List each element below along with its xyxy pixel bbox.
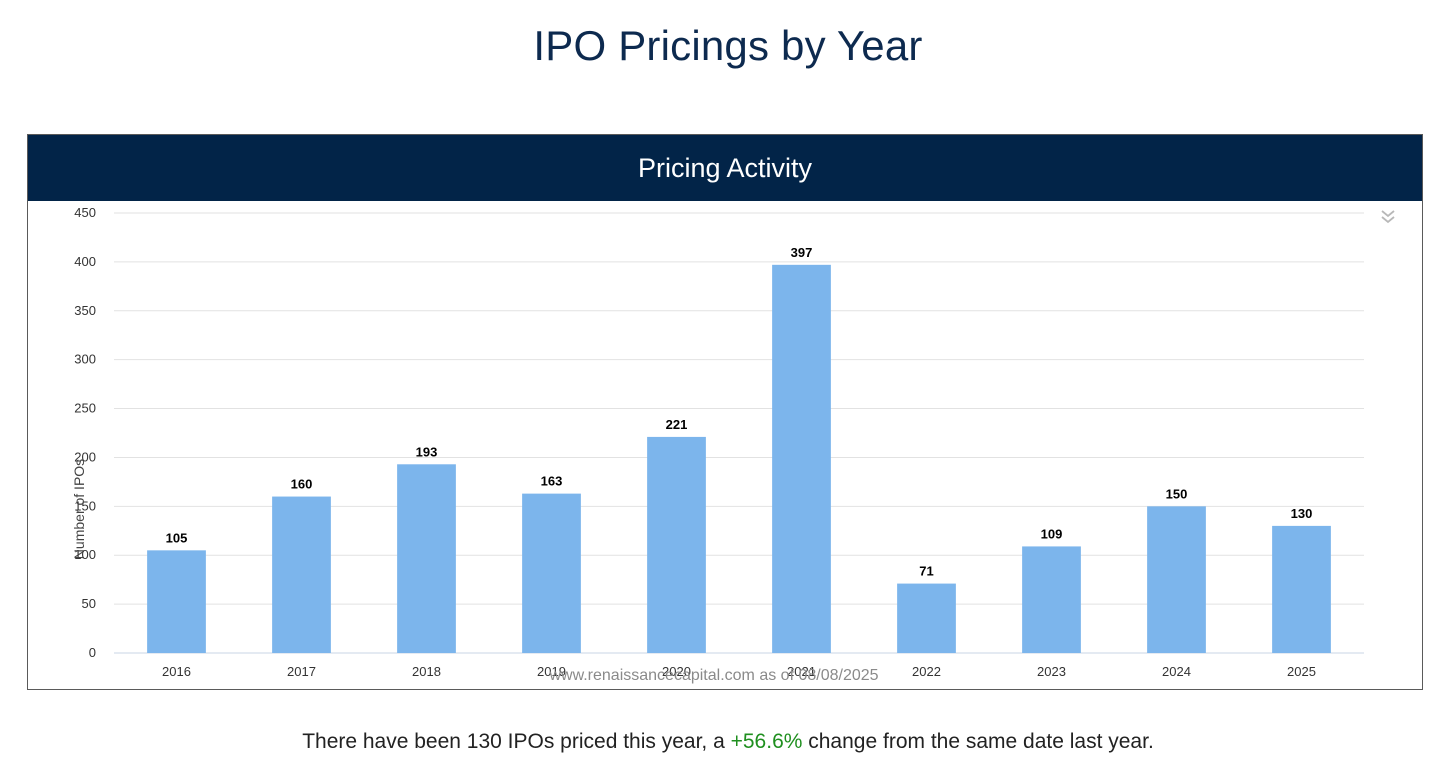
y-tick-label: 100 [74,547,96,562]
data-label-2017: 160 [291,477,313,492]
bar-chart: 0 50 100 150 200 250 300 350 400 450 105 160 193 163… [71,205,1364,684]
y-tick-label: 400 [74,254,96,269]
bar-2025[interactable] [1272,525,1331,653]
data-label-2023: 109 [1041,526,1063,541]
bar-2021[interactable] [772,264,831,653]
bar-2018[interactable] [397,464,456,653]
x-tick-label: 2023 [1037,664,1066,679]
y-axis-ticks: 0 50 100 150 200 250 300 350 400 450 [74,205,96,660]
chart-panel: Pricing Activity 0 50 100 150 200 250 300 350 40… [27,134,1423,690]
bar-2024[interactable] [1147,506,1206,653]
bar-2020[interactable] [647,436,706,653]
x-tick-label: 2019 [537,664,566,679]
x-axis-ticks: 2016 2017 2018 2019 2020 2021 2022 2023 2024 2025 [162,664,1316,679]
summary-change: +56.6% [730,730,803,753]
panel-title: Pricing Activity [637,152,813,183]
bar-2023[interactable] [1022,546,1081,653]
data-label-2021: 397 [791,245,813,260]
data-label-2018: 193 [416,444,438,459]
x-tick-label: 2018 [412,664,441,679]
bar-2019[interactable] [522,493,581,653]
x-tick-label: 2016 [162,664,191,679]
x-tick-label: 2025 [1287,664,1316,679]
x-tick-label: 2021 [787,664,816,679]
summary-text: There have been 130 IPOs priced this yea… [0,730,1456,754]
summary-suffix: change from the same date last year. [802,730,1154,753]
data-label-2024: 150 [1166,486,1188,501]
bars [147,264,1331,653]
data-label-2022: 71 [919,564,933,579]
bar-2016[interactable] [147,550,206,653]
x-tick-label: 2024 [1162,664,1191,679]
y-axis-title: Number of IPOs [71,459,87,559]
data-labels: 105 160 193 163 221 397 71 109 150 130 [166,245,1313,579]
x-tick-label: 2020 [662,664,691,679]
bar-2017[interactable] [272,496,331,653]
data-label-2016: 105 [166,530,188,545]
panel-header: Pricing Activity [28,135,1422,201]
y-tick-label: 150 [74,498,96,513]
y-tick-label: 300 [74,352,96,367]
x-tick-label: 2022 [912,664,941,679]
bar-2022[interactable] [897,583,956,653]
y-tick-label: 0 [89,645,96,660]
data-label-2025: 130 [1291,506,1313,521]
data-label-2019: 163 [541,474,563,489]
data-label-2020: 221 [666,417,688,432]
y-tick-label: 450 [74,205,96,220]
y-tick-label: 350 [74,303,96,318]
chart-credit: www.renaissancecapital.com as of 08/08/2… [548,667,878,684]
x-tick-label: 2017 [287,664,316,679]
y-tick-label: 250 [74,401,96,416]
summary-prefix: There have been 130 IPOs priced this yea… [302,730,731,753]
page-title: IPO Pricings by Year [533,22,923,69]
y-tick-label: 50 [82,596,96,611]
y-tick-label: 200 [74,449,96,464]
double-chevron-down-icon[interactable] [1378,207,1398,227]
